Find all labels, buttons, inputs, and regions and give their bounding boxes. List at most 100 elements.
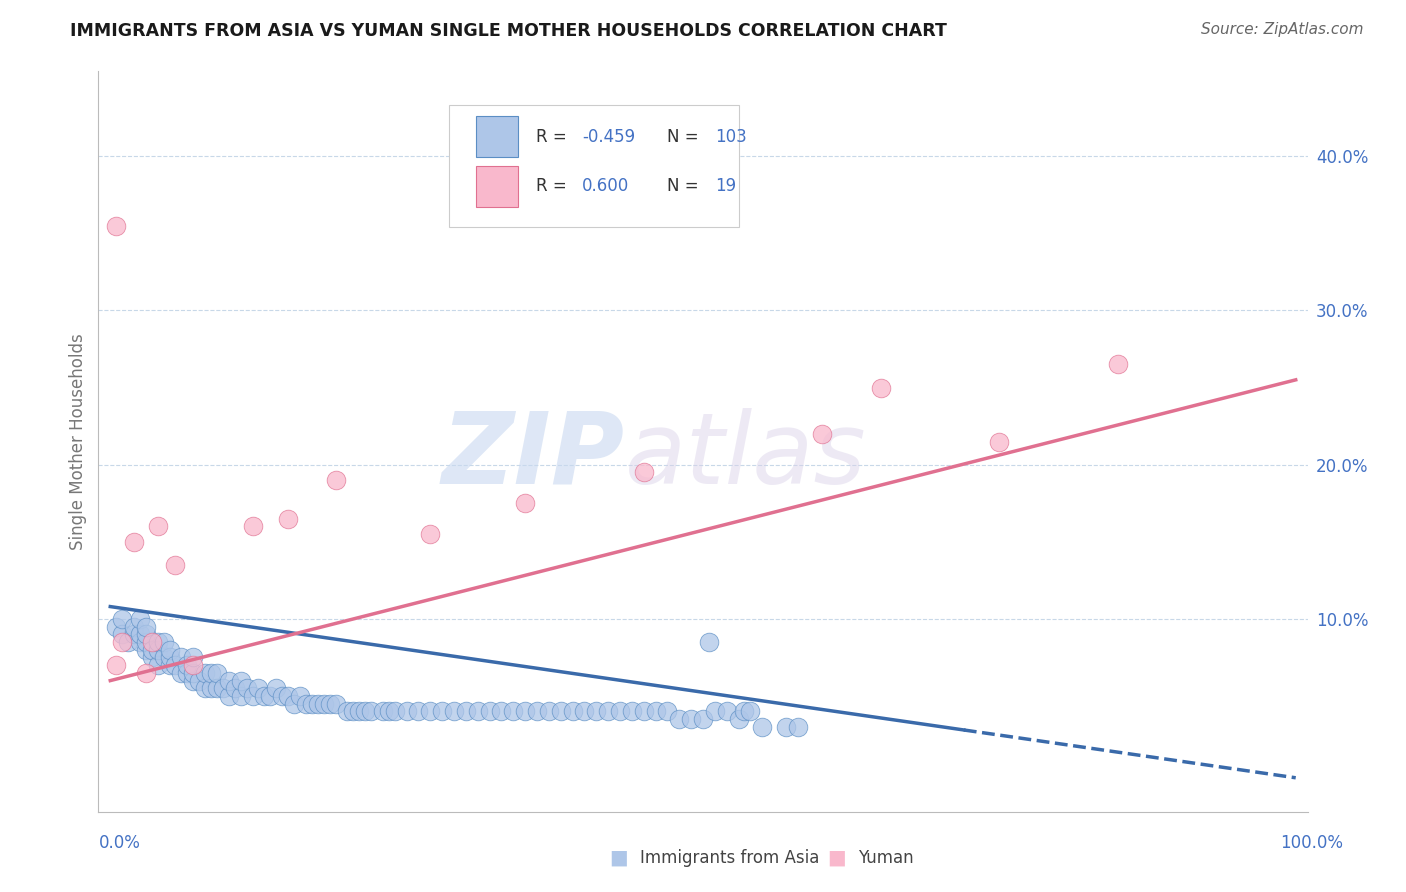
Point bbox=[692, 712, 714, 726]
Point bbox=[129, 627, 152, 641]
Point bbox=[360, 705, 382, 719]
Text: Immigrants from Asia: Immigrants from Asia bbox=[640, 849, 820, 867]
Point bbox=[212, 681, 235, 696]
Text: Yuman: Yuman bbox=[858, 849, 914, 867]
Point bbox=[170, 650, 193, 665]
Text: ZIP: ZIP bbox=[441, 408, 624, 505]
Text: 100.0%: 100.0% bbox=[1279, 834, 1343, 852]
Point bbox=[515, 496, 537, 510]
Point bbox=[515, 705, 537, 719]
Point bbox=[681, 712, 703, 726]
Point bbox=[181, 673, 204, 688]
Point bbox=[467, 705, 489, 719]
Point bbox=[259, 689, 281, 703]
Text: 103: 103 bbox=[716, 128, 747, 145]
Point bbox=[633, 466, 655, 480]
Point bbox=[117, 635, 139, 649]
Point bbox=[146, 519, 169, 533]
Point bbox=[181, 665, 204, 680]
Point bbox=[105, 658, 128, 673]
Point bbox=[205, 681, 228, 696]
Point bbox=[301, 697, 323, 711]
Point bbox=[135, 642, 157, 657]
Point bbox=[242, 689, 264, 703]
Point bbox=[620, 705, 643, 719]
Point bbox=[419, 527, 441, 541]
Point bbox=[159, 650, 181, 665]
Point bbox=[146, 658, 169, 673]
Point bbox=[478, 705, 501, 719]
Point bbox=[354, 705, 377, 719]
Point bbox=[734, 705, 756, 719]
Point bbox=[751, 720, 773, 734]
Point bbox=[194, 665, 217, 680]
Point bbox=[644, 705, 666, 719]
Point bbox=[727, 712, 749, 726]
Text: 19: 19 bbox=[716, 178, 737, 195]
Point bbox=[129, 635, 152, 649]
Point bbox=[668, 712, 690, 726]
Point bbox=[633, 705, 655, 719]
Point bbox=[229, 673, 252, 688]
Point bbox=[271, 689, 294, 703]
Point bbox=[384, 705, 406, 719]
Point bbox=[1107, 358, 1129, 372]
Point bbox=[342, 705, 364, 719]
Point bbox=[810, 426, 832, 441]
Y-axis label: Single Mother Households: Single Mother Households bbox=[69, 334, 87, 549]
Text: R =: R = bbox=[536, 128, 572, 145]
Point bbox=[786, 720, 808, 734]
Point bbox=[526, 705, 548, 719]
Point bbox=[111, 627, 134, 641]
Point bbox=[188, 673, 211, 688]
FancyBboxPatch shape bbox=[449, 104, 740, 227]
Text: Source: ZipAtlas.com: Source: ZipAtlas.com bbox=[1201, 22, 1364, 37]
Point bbox=[181, 650, 204, 665]
Point bbox=[502, 705, 524, 719]
Point bbox=[152, 650, 174, 665]
Point bbox=[325, 697, 347, 711]
Point bbox=[152, 635, 174, 649]
Point bbox=[176, 658, 198, 673]
Point bbox=[135, 619, 157, 633]
Text: N =: N = bbox=[666, 178, 703, 195]
Point bbox=[443, 705, 465, 719]
FancyBboxPatch shape bbox=[475, 117, 517, 157]
Point bbox=[247, 681, 270, 696]
Point bbox=[165, 558, 187, 572]
Point bbox=[325, 473, 347, 487]
Point bbox=[307, 697, 329, 711]
Point bbox=[122, 627, 145, 641]
Point bbox=[277, 511, 299, 525]
Point bbox=[574, 705, 596, 719]
Text: -0.459: -0.459 bbox=[582, 128, 636, 145]
Point bbox=[371, 705, 394, 719]
Point bbox=[295, 697, 318, 711]
Point bbox=[697, 635, 720, 649]
Point bbox=[111, 635, 134, 649]
Text: N =: N = bbox=[666, 128, 703, 145]
Point bbox=[716, 705, 738, 719]
Point bbox=[264, 681, 287, 696]
Point bbox=[288, 689, 311, 703]
Point bbox=[657, 705, 679, 719]
Point bbox=[105, 219, 128, 233]
Point bbox=[561, 705, 583, 719]
Point bbox=[598, 705, 620, 719]
Point bbox=[141, 642, 163, 657]
Point bbox=[419, 705, 441, 719]
Point bbox=[253, 689, 276, 703]
Point bbox=[378, 705, 401, 719]
Point bbox=[318, 697, 340, 711]
Point bbox=[235, 681, 257, 696]
Point bbox=[165, 658, 187, 673]
Point bbox=[141, 650, 163, 665]
Point bbox=[141, 635, 163, 649]
Point bbox=[550, 705, 572, 719]
Point bbox=[775, 720, 797, 734]
Point bbox=[129, 612, 152, 626]
Point bbox=[122, 534, 145, 549]
Point bbox=[454, 705, 477, 719]
Point bbox=[988, 434, 1011, 449]
Point bbox=[347, 705, 370, 719]
